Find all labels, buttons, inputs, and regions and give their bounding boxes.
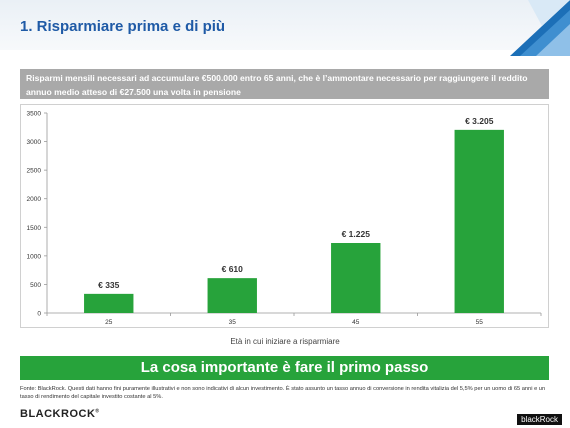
x-tick-label: 55 xyxy=(476,319,484,326)
y-tick-label: 1000 xyxy=(27,253,42,260)
y-tick-label: 1500 xyxy=(27,225,42,232)
corner-decoration xyxy=(510,0,570,56)
bar-data-label: € 3.205 xyxy=(465,116,494,126)
x-tick-label: 25 xyxy=(105,319,113,326)
chart-description-banner: Risparmi mensili necessari ad accumulare… xyxy=(20,69,549,99)
bar-data-label: € 1.225 xyxy=(342,229,371,239)
key-message-banner: La cosa importante è fare il primo passo xyxy=(20,356,549,380)
logo-registered-mark: ® xyxy=(95,408,100,415)
y-tick-label: 2500 xyxy=(27,168,42,175)
logo-text: BLACKROCK xyxy=(20,408,96,420)
bar xyxy=(331,243,381,313)
x-tick-label: 45 xyxy=(352,319,360,326)
blackrock-logo: BLACKROCK® xyxy=(20,408,100,420)
watermark: blackRock xyxy=(517,414,562,425)
y-tick-label: 500 xyxy=(30,282,41,289)
bar-data-label: € 610 xyxy=(222,264,244,274)
bar xyxy=(84,293,134,313)
bar xyxy=(454,129,504,313)
x-axis-label: Età in cui iniziare a risparmiare xyxy=(230,337,340,346)
source-footnote: Fonte: BlackRock. Questi dati hanno fini… xyxy=(20,386,546,400)
slide-header xyxy=(0,0,570,50)
bar-data-label: € 335 xyxy=(98,280,120,290)
bar xyxy=(207,278,257,313)
y-tick-label: 2000 xyxy=(27,196,42,203)
y-tick-label: 0 xyxy=(37,311,41,318)
page-title: 1. Risparmiare prima e di più xyxy=(20,18,226,35)
y-tick-label: 3000 xyxy=(27,139,42,146)
x-tick-label: 35 xyxy=(229,319,237,326)
y-tick-label: 3500 xyxy=(27,111,42,118)
